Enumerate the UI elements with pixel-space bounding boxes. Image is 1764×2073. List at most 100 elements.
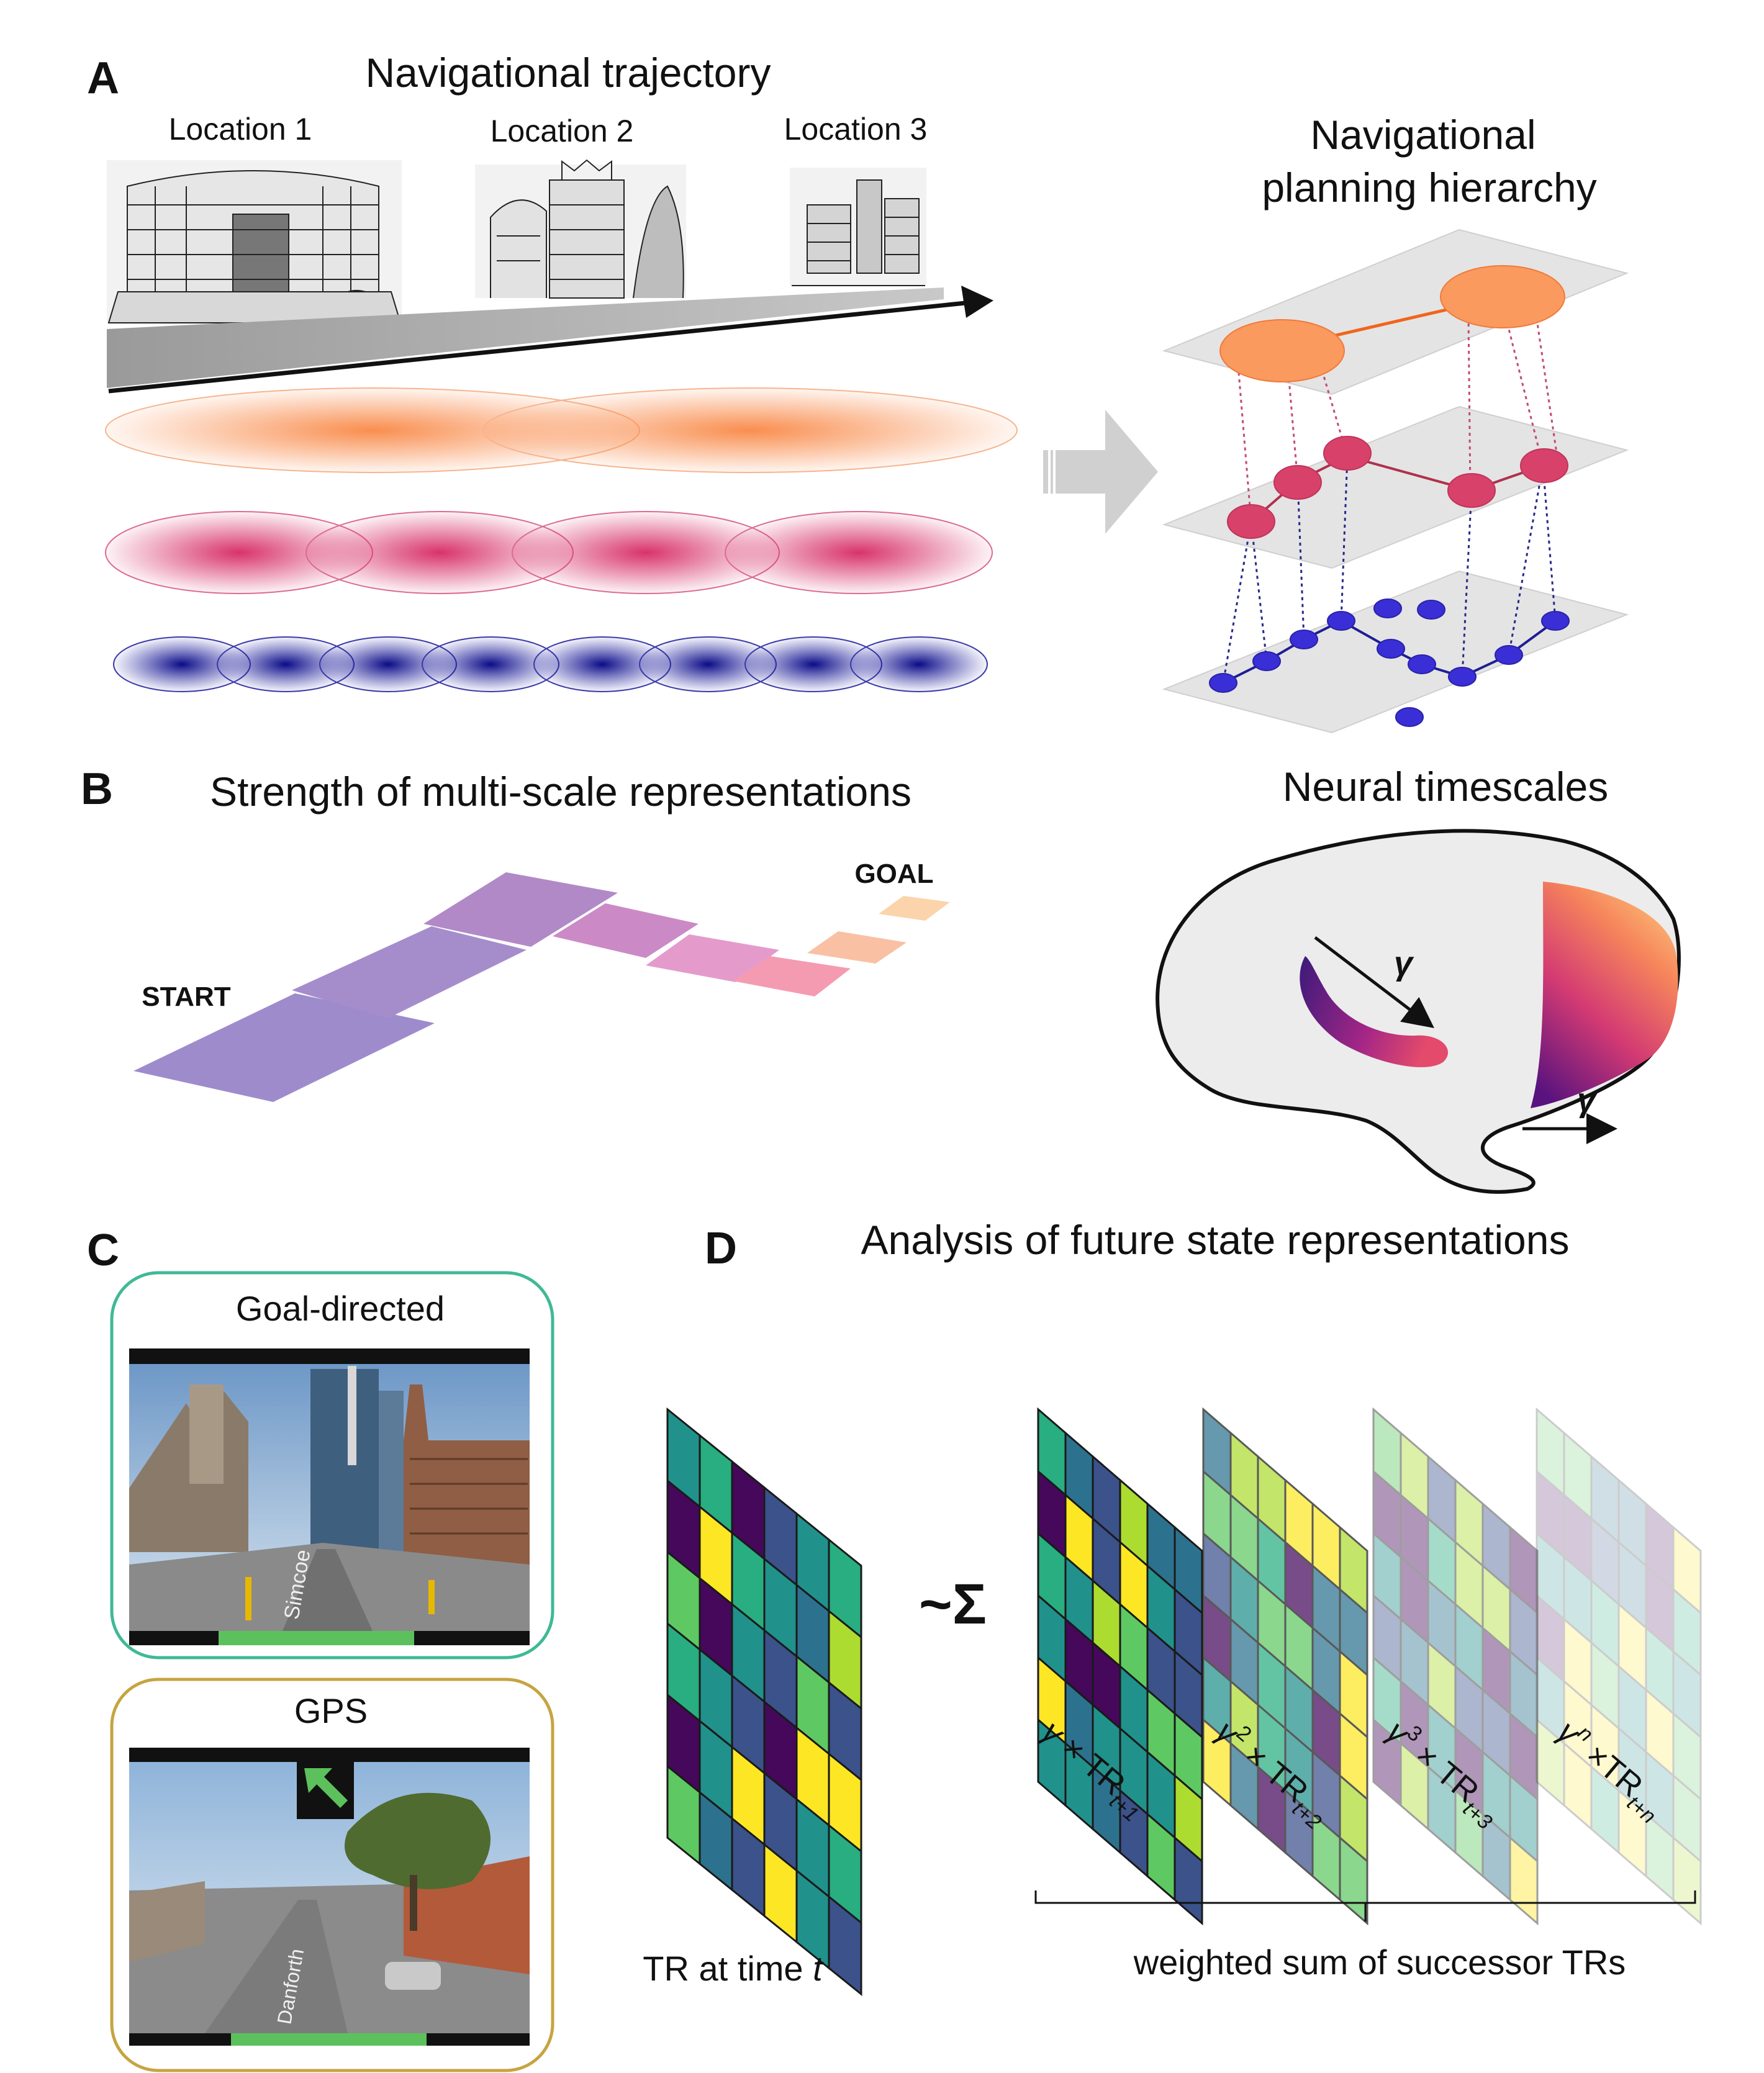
grid-cell xyxy=(1372,1531,1402,1622)
grid-cell xyxy=(1372,1407,1402,1497)
grid-cell xyxy=(1645,1563,1675,1654)
start-label: START xyxy=(142,982,231,1012)
approx-sum-symbol: ~Σ xyxy=(919,1573,987,1636)
grid-cell xyxy=(1427,1578,1457,1669)
grid-cell xyxy=(1481,1687,1511,1778)
location-1-building-sketch xyxy=(107,160,402,323)
frontal-gamma-label: γ xyxy=(1577,1082,1598,1119)
grid-cell xyxy=(1536,1717,1565,1808)
location-3-building-sketch xyxy=(790,168,926,286)
grid-cell xyxy=(1454,1478,1484,1568)
grid-cell xyxy=(1536,1655,1565,1746)
location-2-label: Location 2 xyxy=(491,114,634,148)
hierarchy-title-line2: planning hierarchy xyxy=(1262,165,1596,210)
gps-progress-fill xyxy=(231,2033,427,2046)
goal-directed-progress-fill xyxy=(219,1631,414,1645)
grid-cell xyxy=(1563,1430,1593,1521)
bottom-nodes xyxy=(1209,598,1570,727)
grid-cell xyxy=(1400,1430,1429,1521)
grid-cell xyxy=(1481,1625,1511,1716)
tile-3 xyxy=(423,872,618,947)
trajectory-arrow-head xyxy=(961,286,993,318)
grid-cell xyxy=(1400,1679,1429,1769)
grid-cell xyxy=(1590,1454,1620,1545)
grid-cell xyxy=(1372,1593,1402,1684)
gps-label: GPS xyxy=(294,1691,368,1730)
grid-cell xyxy=(1372,1469,1402,1560)
grid-cell xyxy=(1590,1702,1620,1793)
grid-cell xyxy=(1509,1711,1539,1802)
frontal-gradient-region xyxy=(1531,882,1678,1108)
tile-7 xyxy=(807,931,907,964)
grid-cell xyxy=(1617,1788,1647,1879)
grid-cell xyxy=(1563,1555,1593,1645)
tr-grid-successor-2 xyxy=(1202,1407,1368,1926)
grid-cell xyxy=(1645,1625,1675,1716)
hierarchy-plane-middle xyxy=(1162,405,1629,569)
grid-cell xyxy=(1427,1702,1457,1793)
top-node-1 xyxy=(1219,319,1345,382)
grid-cell xyxy=(1590,1578,1620,1669)
grid-cell xyxy=(1372,1655,1402,1746)
grid-cell xyxy=(1536,1407,1565,1497)
grid-cell xyxy=(1481,1501,1511,1592)
grid-cell xyxy=(1481,1750,1511,1840)
grid-cell xyxy=(1536,1531,1565,1622)
grid-cell xyxy=(1509,1649,1539,1740)
sum-bracket xyxy=(1034,1890,1696,1922)
goal-directed-label: Goal-directed xyxy=(236,1289,445,1328)
panel-a-title: Navigational trajectory xyxy=(366,50,771,96)
scale-row-fine xyxy=(113,636,988,692)
temporal-gamma-arrow xyxy=(1314,936,1434,1029)
grid-cell xyxy=(1372,1717,1402,1808)
tr-grid-current xyxy=(666,1407,862,1997)
strength-tiles xyxy=(133,872,950,1102)
grid-cell xyxy=(1454,1788,1484,1879)
goal-label: GOAL xyxy=(854,859,933,889)
grid-cell xyxy=(1509,1525,1539,1615)
grid-cell xyxy=(1617,1540,1647,1630)
grid-cell xyxy=(1454,1540,1484,1630)
grid-cell xyxy=(1400,1555,1429,1645)
grid-cell xyxy=(1590,1516,1620,1607)
grid-cell xyxy=(1672,1649,1702,1740)
panel-b-title: Strength of multi-scale representations xyxy=(210,769,911,815)
temporal-gamma-label: γ xyxy=(1394,945,1414,982)
grid-cell xyxy=(1672,1773,1702,1864)
grid-cell xyxy=(828,1894,862,1997)
grid-cell xyxy=(1563,1617,1593,1707)
tile-5 xyxy=(646,934,779,982)
scale-row-coarse xyxy=(105,387,1018,473)
grid-cell xyxy=(1645,1812,1675,1902)
tile-1 xyxy=(133,993,435,1102)
top-node-2 xyxy=(1440,265,1565,328)
timescales-title: Neural timescales xyxy=(1283,764,1609,810)
sum-label: weighted sum of successor TRs xyxy=(1133,1943,1626,1982)
scale-row-medium xyxy=(105,511,993,594)
temporal-gradient-region xyxy=(1300,956,1449,1067)
location-3-label: Location 3 xyxy=(784,112,928,147)
grid-cell xyxy=(1509,1587,1539,1678)
tile-6 xyxy=(733,956,851,996)
tr-grid-successor-3 xyxy=(1372,1407,1539,1926)
grid-cell xyxy=(1400,1741,1429,1831)
tr-grid-successor-1 xyxy=(1037,1407,1203,1926)
connectors-middle-bottom xyxy=(1222,456,1557,684)
trajectory-wedge xyxy=(107,287,944,388)
grid-cell xyxy=(1645,1750,1675,1840)
middle-nodes xyxy=(1227,436,1568,539)
location-2-building-sketch xyxy=(475,159,686,299)
grid-cell xyxy=(1672,1587,1702,1678)
grid-cell xyxy=(1617,1664,1647,1755)
panel-d-title: Analysis of future state representations xyxy=(861,1217,1570,1263)
hierarchy-title-line1: Navigational xyxy=(1310,112,1536,158)
tile-8 xyxy=(879,896,950,921)
grid-cell xyxy=(1427,1640,1457,1731)
grid-cell xyxy=(1617,1478,1647,1568)
tr-grids xyxy=(666,1407,1702,1997)
grid-cell xyxy=(1400,1493,1429,1583)
tile-4 xyxy=(553,903,699,958)
grid-cell xyxy=(1536,1469,1565,1560)
grid-cell xyxy=(1509,1773,1539,1864)
